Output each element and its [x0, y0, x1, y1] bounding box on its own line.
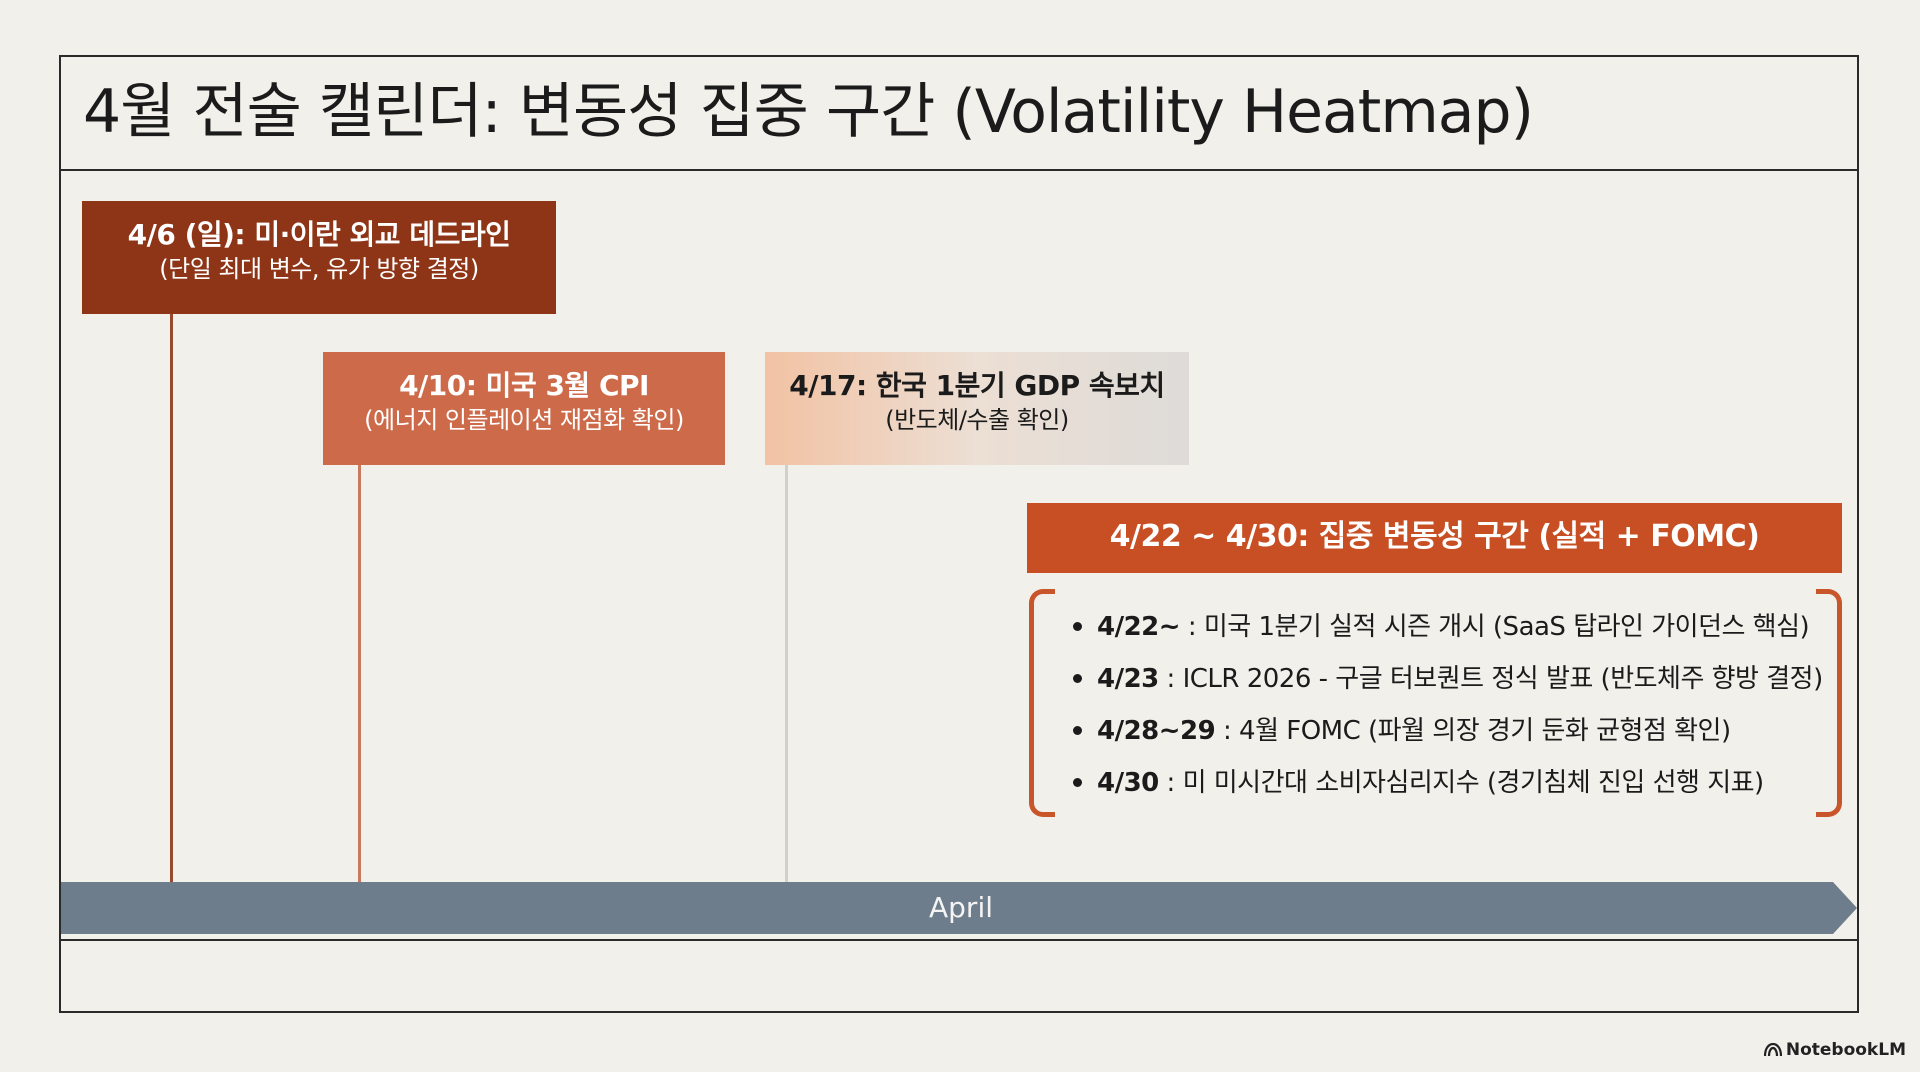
event-card-4-22-to-4-30: 4/22 ~ 4/30: 집중 변동성 구간 (실적 + FOMC)	[1027, 503, 1842, 573]
detail-date: 4/23	[1097, 664, 1159, 694]
event-card-4-6: 4/6 (일): 미·이란 외교 데드라인 (단일 최대 변수, 유가 방향 결…	[82, 201, 556, 314]
notebooklm-logo-icon	[1763, 1042, 1782, 1062]
event-connector-line-4-6	[170, 314, 173, 882]
event-title: 4/22 ~ 4/30: 집중 변동성 구간 (실적 + FOMC)	[1109, 519, 1760, 554]
detail-date: 4/22~	[1097, 612, 1181, 642]
volatility-detail-list: 4/22~ : 미국 1분기 실적 시즌 개시 (SaaS 탑라인 가이던스 핵…	[1071, 601, 1823, 809]
event-subtitle: (에너지 인플레이션 재점화 확인)	[364, 406, 684, 434]
bullet-icon	[1073, 674, 1082, 683]
event-title: 4/17: 한국 1분기 GDP 속보치	[789, 369, 1165, 402]
bullet-icon	[1073, 778, 1082, 787]
detail-text: : 미국 1분기 실적 시즌 개시 (SaaS 탑라인 가이던스 핵심)	[1180, 612, 1810, 642]
detail-text: : 4월 FOMC (파월 의장 경기 둔화 균형점 확인)	[1215, 716, 1731, 746]
notebooklm-watermark: NotebookLM	[1763, 1040, 1906, 1062]
detail-date: 4/28~29	[1097, 716, 1216, 746]
detail-item: 4/28~29 : 4월 FOMC (파월 의장 경기 둔화 균형점 확인)	[1071, 705, 1823, 757]
event-subtitle: (단일 최대 변수, 유가 방향 결정)	[159, 255, 479, 283]
timeline-bar	[61, 882, 1833, 934]
detail-item: 4/22~ : 미국 1분기 실적 시즌 개시 (SaaS 탑라인 가이던스 핵…	[1071, 601, 1823, 653]
bullet-icon	[1073, 726, 1082, 735]
event-card-4-17: 4/17: 한국 1분기 GDP 속보치 (반도체/수출 확인)	[765, 352, 1189, 465]
event-connector-line-4-17	[785, 465, 788, 882]
left-bracket	[1029, 589, 1055, 817]
arrow-head-icon	[1833, 882, 1857, 934]
page-title: 4월 전술 캘린더: 변동성 집중 구간 (Volatility Heatmap…	[83, 77, 1534, 147]
event-title: 4/10: 미국 3월 CPI	[399, 369, 649, 402]
timeline-label: April	[929, 891, 993, 924]
event-card-4-10: 4/10: 미국 3월 CPI (에너지 인플레이션 재점화 확인)	[323, 352, 725, 465]
event-connector-line-4-10	[358, 465, 361, 882]
april-timeline-arrow: April	[61, 882, 1861, 934]
right-bracket	[1816, 589, 1842, 817]
detail-item: 4/30 : 미 미시간대 소비자심리지수 (경기침체 진입 선행 지표)	[1071, 757, 1823, 809]
watermark-text: NotebookLM	[1785, 1040, 1906, 1060]
divider	[61, 939, 1857, 941]
detail-date: 4/30	[1097, 768, 1159, 798]
detail-text: : ICLR 2026 - 구글 터보퀀트 정식 발표 (반도체주 향방 결정)	[1158, 664, 1824, 694]
calendar-frame: 4월 전술 캘린더: 변동성 집중 구간 (Volatility Heatmap…	[59, 55, 1859, 1013]
bullet-icon	[1073, 622, 1082, 631]
title-bar: 4월 전술 캘린더: 변동성 집중 구간 (Volatility Heatmap…	[61, 57, 1857, 171]
event-title: 4/6 (일): 미·이란 외교 데드라인	[127, 218, 511, 251]
event-subtitle: (반도체/수출 확인)	[885, 406, 1069, 434]
detail-item: 4/23 : ICLR 2026 - 구글 터보퀀트 정식 발표 (반도체주 향…	[1071, 653, 1823, 705]
detail-text: : 미 미시간대 소비자심리지수 (경기침체 진입 선행 지표)	[1158, 768, 1765, 798]
